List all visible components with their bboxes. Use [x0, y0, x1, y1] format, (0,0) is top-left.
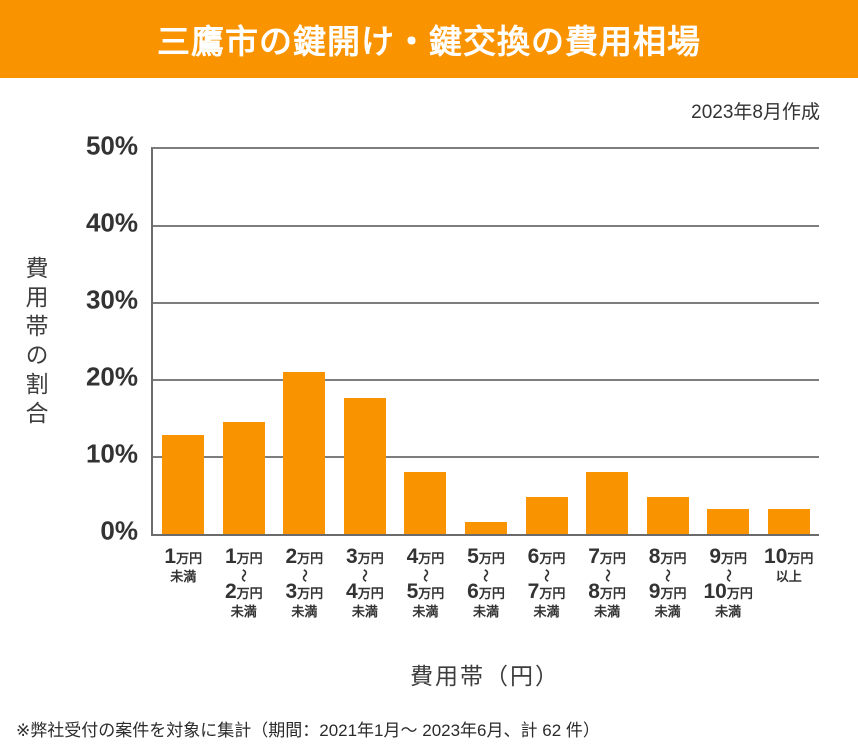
footnote: ※弊社受付の案件を対象に集計（期間：2021年1月～ 2023年6月、計 62 … [16, 721, 600, 740]
x-axis-title: 費用帯（円） [410, 663, 560, 689]
x-tick-label-9万円〜10万円未満: 9万円〜 10万円 未満 [703, 545, 753, 619]
x-tick-label-10万円以上: 10万円 以上 [764, 545, 814, 584]
bar-1万円未満 [162, 434, 205, 534]
created-date-note: 2023年8月作成 [691, 102, 820, 123]
bar-3万円〜4万円未満 [343, 397, 386, 534]
x-tick-label-6万円〜7万円未満: 6万円〜 7万円 未満 [527, 545, 566, 619]
gridline-20 [153, 379, 819, 381]
y-axis-ticks: 50% 40% 30% 20% 10% 0% [0, 130, 138, 545]
bar-1万円〜2万円未満 [222, 422, 265, 534]
x-tick-label-5万円〜6万円未満: 5万円〜 6万円 未満 [467, 545, 505, 619]
x-axis-labels: 1万円 未満 1万円〜 2万円 未満 2万円〜 3万円 未満 3万円〜 4万円 未満 4万円〜 5万円未… [153, 545, 819, 642]
y-tick-20: 20% [85, 361, 138, 392]
bar-4万円〜5万円未満 [404, 471, 447, 534]
bar-2万円〜3万円未満 [283, 372, 326, 534]
y-tick-50: 50% [85, 130, 138, 161]
y-tick-0: 0% [100, 515, 138, 546]
y-axis-title: 費用帯の割合 [22, 256, 48, 430]
x-tick-label-8万円〜9万円未満: 8万円〜 9万円 未満 [648, 545, 687, 619]
bar-6万円〜7万円未満 [525, 497, 568, 534]
title-banner: 三鷹市の鍵開け・鍵交換の費用相場 [0, 0, 858, 78]
x-tick-label-4万円〜5万円未満: 4万円〜 5万円 未満 [406, 545, 445, 619]
bar-9万円〜10万円未満 [707, 509, 750, 534]
bar-7万円〜8万円未満 [586, 471, 629, 534]
plot-area [151, 147, 819, 536]
bar-10万円以上 [767, 509, 810, 534]
bar-8万円〜9万円未満 [646, 497, 689, 534]
page-title: 三鷹市の鍵開け・鍵交換の費用相場 [157, 23, 701, 60]
x-tick-label-2万円〜3万円未満: 2万円〜 3万円 未満 [285, 545, 324, 619]
y-tick-40: 40% [85, 207, 138, 238]
gridline-10 [153, 456, 819, 458]
y-tick-30: 30% [85, 284, 138, 315]
x-tick-label-1万円未満: 1万円 未満 [164, 545, 203, 584]
y-tick-10: 10% [85, 438, 138, 469]
bar-5万円〜6万円未満 [465, 521, 507, 534]
gridline-30 [153, 302, 819, 304]
x-tick-label-1万円〜2万円未満: 1万円〜 2万円 未満 [224, 545, 263, 619]
gridline-40 [153, 225, 819, 227]
x-tick-label-3万円〜4万円未満: 3万円〜 4万円 未満 [346, 545, 384, 619]
x-tick-label-7万円〜8万円未満: 7万円〜 8万円 未満 [588, 545, 626, 619]
